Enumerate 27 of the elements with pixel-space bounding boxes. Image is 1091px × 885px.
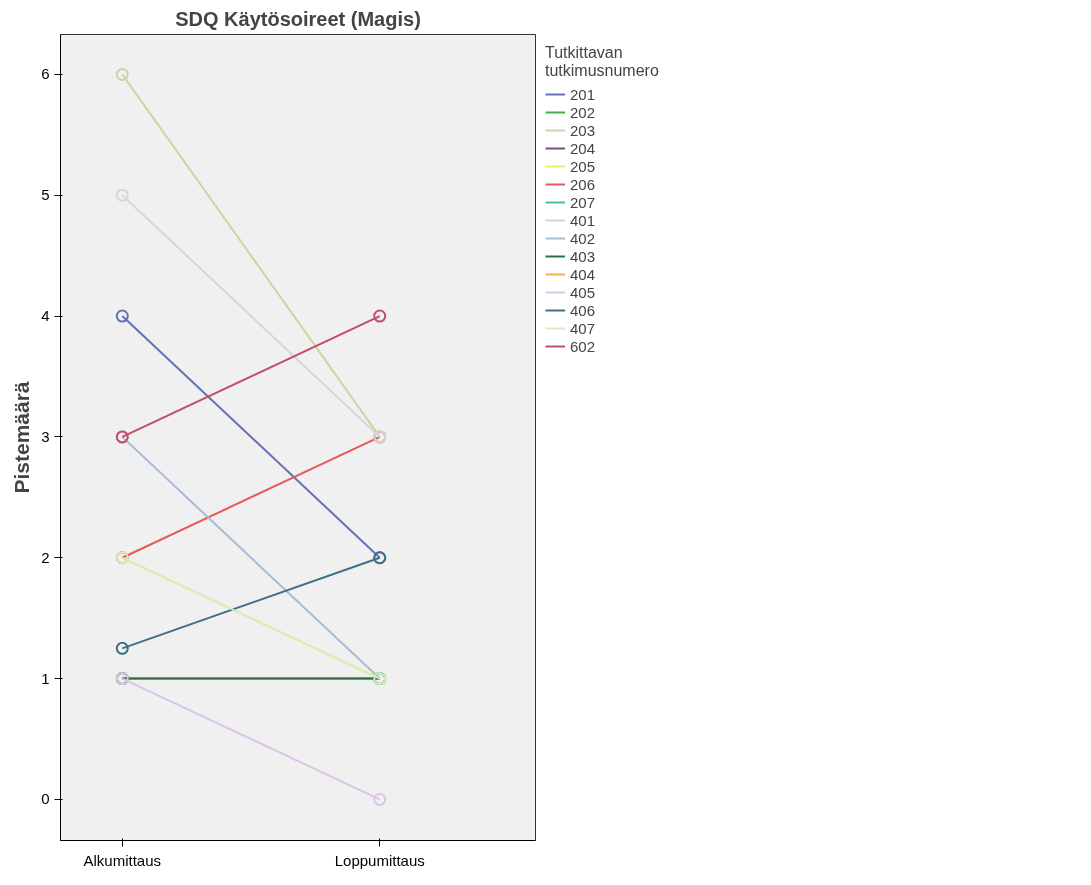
x-tick-label: Loppumittaus (334, 851, 425, 869)
legend-label: 206 (570, 175, 596, 193)
legend-label: 405 (570, 283, 596, 301)
legend-label: 201 (570, 85, 596, 103)
legend-label: 602 (570, 337, 596, 355)
legend-label: 202 (570, 103, 596, 121)
y-tick-label: 4 (41, 307, 50, 325)
chart-title: SDQ Käytösoireet (Magis) (175, 7, 421, 30)
legend-label: 205 (570, 157, 596, 175)
y-tick-label: 0 (41, 790, 50, 808)
y-tick-label: 3 (41, 427, 50, 445)
legend-label: 404 (570, 265, 596, 283)
y-tick-label: 2 (41, 548, 50, 566)
legend-label: 403 (570, 247, 596, 265)
legend-title: Tutkittavan tutkimusnumero (545, 44, 659, 80)
legend-label: 203 (570, 121, 596, 139)
legend-label: 401 (570, 211, 596, 229)
y-tick-label: 5 (41, 186, 50, 204)
legend-label: 406 (570, 301, 596, 319)
legend-label: 402 (570, 229, 596, 247)
legend-label: 407 (570, 319, 596, 337)
x-tick-label: Alkumittaus (83, 851, 162, 869)
y-tick-label: 6 (41, 65, 50, 83)
legend-label: 207 (570, 193, 596, 211)
y-tick-label: 1 (41, 669, 50, 687)
legend-label: 204 (570, 139, 596, 157)
y-axis-title: Pistemäärä (10, 381, 34, 494)
